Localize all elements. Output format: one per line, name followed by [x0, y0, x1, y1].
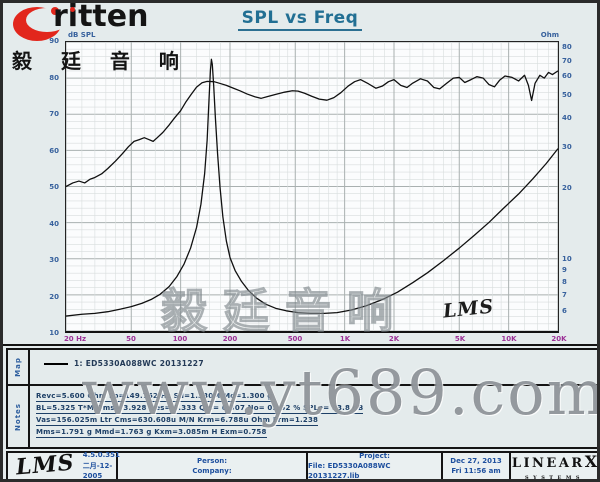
y-left-tick-label: 20 — [49, 293, 59, 301]
notes-side-strip: Notes — [8, 386, 30, 447]
brand-swoosh-icon — [13, 7, 65, 41]
status-date: Dec 27, 2013 — [450, 456, 502, 465]
x-tick-label: 2K — [388, 335, 400, 343]
y-right-tick-label: 40 — [562, 114, 572, 122]
y-right-tick-label: 60 — [562, 72, 572, 80]
y-left-tick-label: 10 — [49, 329, 59, 337]
brand-name: ritten — [53, 0, 149, 34]
y-right-tick-label: 70 — [562, 57, 572, 65]
legend-item: 1: ED5330A088WC 20131227 — [44, 359, 204, 368]
x-tick-label: 1K — [339, 335, 351, 343]
x-tick-label: 5K — [454, 335, 466, 343]
spl-impedance-plot — [65, 41, 559, 333]
y-left-tick-labels: 90 80 70 60 50 40 30 20 10 — [33, 3, 61, 479]
version-column: 4.5.0.351 二月-12-2005 — [82, 450, 120, 481]
y-left-tick-label: 40 — [49, 220, 59, 228]
legend-body: 1: ED5330A088WC 20131227 — [30, 350, 597, 384]
x-tick-label: 50 — [126, 335, 136, 343]
legend-item-label: 1: ED5330A088WC 20131227 — [74, 359, 204, 368]
person-label: Person: — [196, 456, 228, 465]
status-bar: LMS 4.5.0.351 二月-12-2005 Person: Company… — [6, 450, 598, 481]
status-cell-version: LMS 4.5.0.351 二月-12-2005 — [8, 450, 120, 481]
y-left-tick-label: 90 — [49, 37, 59, 45]
x-tick-label: 100 — [172, 335, 188, 343]
notes-panel: Notes Revc=5.600 Ohm Fo=149.762 Hz Sd=1.… — [6, 386, 597, 449]
y-right-tick-label: 50 — [562, 91, 572, 99]
y-right-tick-label: 9 — [562, 266, 567, 274]
y-right-tick-label: 7 — [562, 291, 567, 299]
x-tick-label: 10K — [501, 335, 517, 343]
legend-line-sample — [44, 362, 68, 365]
x-tick-label: 200 — [222, 335, 238, 343]
page-title: SPL vs Freq — [237, 8, 363, 31]
y-left-tick-label: 60 — [49, 147, 59, 155]
spl-curve — [66, 70, 558, 188]
y-right-tick-label: 30 — [562, 143, 572, 151]
notes-row-1: Revc=5.600 Ohm Fo=149.762 Hz Sd=1.330M M… — [36, 392, 273, 402]
y-left-tick-label: 30 — [49, 256, 59, 264]
project-label: Project: — [359, 451, 390, 460]
x-tick-label: 20 Hz — [63, 335, 87, 343]
lms-logo: LMS — [14, 449, 76, 481]
y-left-tick-label: 50 — [49, 183, 59, 191]
x-tick-labels: 20 Hz 50 100 200 500 1K 2K 5K 10K 20K — [3, 335, 597, 347]
y-left-tick-label: 80 — [49, 74, 59, 82]
y-right-tick-label: 80 — [562, 43, 572, 51]
status-time: Fri 11:56 am — [451, 467, 501, 475]
section-divider — [3, 344, 597, 346]
linearx-logo: LINEARX — [511, 451, 598, 471]
version-date: 二月-12-2005 — [82, 461, 113, 481]
y-right-tick-labels: 80 70 60 50 40 30 20 10 9 8 7 6 — [562, 3, 592, 479]
x-tick-label: 500 — [287, 335, 303, 343]
y-right-tick-label: 10 — [562, 255, 572, 263]
y-right-tick-label: 6 — [562, 307, 567, 315]
file-label: File: ED5330A088WC 20131227.lib — [308, 461, 391, 481]
company-label: Company: — [192, 467, 232, 475]
legend-panel: Map 1: ED5330A088WC 20131227 — [6, 348, 597, 386]
notes-body: Revc=5.600 Ohm Fo=149.762 Hz Sd=1.330M M… — [30, 386, 597, 447]
notes-row-3: Vas=156.025m Ltr Cms=630.608u M/N Krm=6.… — [36, 416, 319, 426]
notes-side-label: Notes — [14, 402, 22, 431]
legend-side-label: Map — [14, 357, 22, 377]
version-number: 4.5.0.351 — [82, 451, 120, 460]
status-cell-linearx: LINEARX SYSTEMS — [511, 451, 598, 481]
linearx-systems-label: SYSTEMS — [525, 474, 584, 481]
status-cell-datetime: Dec 27, 2013 Fri 11:56 am — [443, 453, 511, 479]
y-left-tick-label: 70 — [49, 110, 59, 118]
status-cell-project: Project: File: ED5330A088WC 20131227.lib — [308, 451, 443, 481]
y-right-tick-label: 20 — [562, 184, 572, 192]
status-cell-person: Person: Company: — [118, 453, 308, 479]
brand-i-dot-icon — [70, 7, 75, 12]
title-wrap: SPL vs Freq — [3, 8, 597, 31]
impedance-curve — [66, 58, 558, 317]
legend-side-strip: Map — [8, 350, 30, 384]
notes-row-2: BL=5.325 T*M Qms= 3.928 Qes= 0.333 Qts= … — [36, 404, 364, 414]
x-tick-label: 20K — [551, 335, 567, 343]
y-right-axis-unit: Ohm — [540, 31, 559, 39]
notes-row-4: Mms=1.791 g Mmd=1.763 g Kxm=3.085m H Exm… — [36, 428, 267, 438]
brand-chinese-name: 毅 廷 音 响 — [12, 49, 190, 73]
y-left-axis-unit: dB SPL — [68, 31, 96, 39]
y-right-tick-label: 8 — [562, 278, 567, 286]
